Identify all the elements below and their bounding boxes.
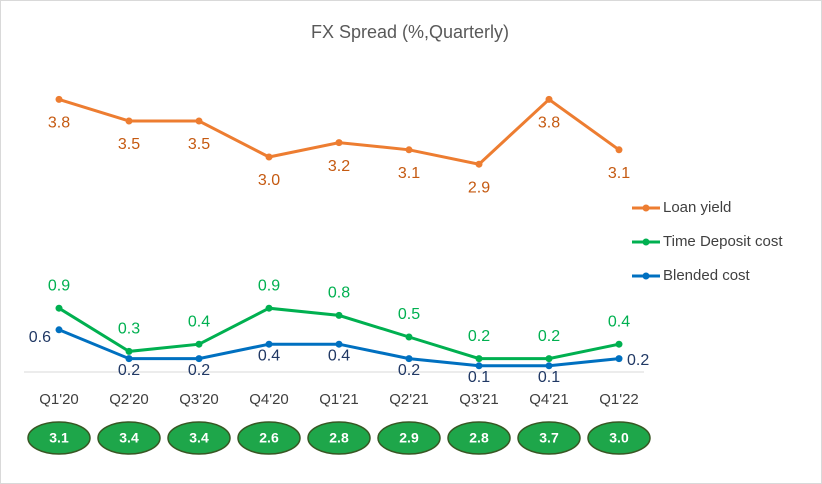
data-label: 0.2 — [398, 362, 420, 379]
x-tick-label: Q3'20 — [179, 391, 219, 408]
data-point — [55, 95, 63, 103]
data-label: 0.2 — [118, 362, 140, 379]
data-point — [195, 340, 203, 348]
spread-oval — [377, 421, 441, 455]
spread-oval — [97, 421, 161, 455]
spread-label: 2.8 — [469, 430, 489, 446]
spread-oval — [237, 421, 301, 455]
data-point — [265, 304, 273, 312]
legend-label: Blended cost — [663, 267, 751, 284]
data-point — [265, 153, 273, 161]
data-label: 3.8 — [48, 115, 70, 132]
data-label: 0.4 — [328, 347, 350, 364]
data-point — [125, 355, 133, 363]
data-point — [475, 160, 483, 168]
data-label: 0.2 — [188, 362, 210, 379]
legend-marker — [642, 238, 650, 246]
x-tick-label: Q3'21 — [459, 391, 499, 408]
data-label: 0.8 — [328, 285, 350, 302]
data-label: 0.2 — [468, 328, 490, 345]
x-tick-label: Q2'21 — [389, 391, 429, 408]
x-tick-label: Q1'22 — [599, 391, 639, 408]
data-point — [195, 355, 203, 363]
spread-label: 3.4 — [119, 430, 139, 446]
spread-oval — [167, 421, 231, 455]
x-tick-label: Q4'21 — [529, 391, 569, 408]
data-label: 0.1 — [538, 369, 560, 386]
data-label: 0.2 — [627, 352, 649, 369]
data-point — [545, 95, 553, 103]
legend-marker — [642, 272, 650, 280]
data-point — [615, 146, 623, 154]
legend-label: Loan yield — [663, 199, 731, 216]
data-label: 0.9 — [258, 277, 280, 294]
data-point — [335, 340, 343, 348]
data-point — [615, 340, 623, 348]
data-label: 3.5 — [188, 136, 210, 153]
data-point — [405, 355, 413, 363]
data-point — [615, 355, 623, 363]
spread-label: 2.8 — [329, 430, 349, 446]
data-label: 0.3 — [118, 321, 140, 338]
legend-marker — [642, 204, 650, 212]
data-label: 0.1 — [468, 369, 490, 386]
chart-title: FX Spread (%,Quarterly) — [311, 22, 509, 42]
spread-oval — [447, 421, 511, 455]
data-label: 3.2 — [328, 158, 350, 175]
data-label: 0.9 — [48, 277, 70, 294]
spread-oval — [587, 421, 651, 455]
data-point — [405, 333, 413, 341]
spread-label: 3.7 — [539, 430, 559, 446]
data-point — [125, 347, 133, 355]
x-tick-label: Q1'21 — [319, 391, 359, 408]
spread-label: 2.6 — [259, 430, 279, 446]
data-label: 0.6 — [29, 329, 51, 346]
data-label: 3.5 — [118, 136, 140, 153]
spread-label: 2.9 — [399, 430, 419, 446]
data-label: 3.0 — [258, 172, 280, 189]
x-tick-label: Q4'20 — [249, 391, 289, 408]
data-point — [265, 340, 273, 348]
spread-label: 3.4 — [189, 430, 209, 446]
data-point — [545, 355, 553, 363]
data-point — [55, 304, 63, 312]
spread-label: 3.0 — [609, 430, 629, 446]
data-label: 0.4 — [258, 347, 280, 364]
x-tick-label: Q1'20 — [39, 391, 79, 408]
data-label: 3.1 — [608, 165, 630, 182]
data-point — [405, 146, 413, 154]
legend-label: Time Deposit cost — [663, 233, 783, 250]
spread-label: 3.1 — [49, 430, 69, 446]
data-point — [475, 362, 483, 370]
data-label: 2.9 — [468, 179, 490, 196]
data-label: 0.4 — [188, 313, 210, 330]
data-point — [55, 326, 63, 334]
data-label: 0.2 — [538, 328, 560, 345]
data-point — [545, 362, 553, 370]
data-point — [125, 117, 133, 125]
spread-oval — [27, 421, 91, 455]
data-point — [335, 311, 343, 319]
spread-oval — [517, 421, 581, 455]
data-point — [475, 355, 483, 363]
spread-oval — [307, 421, 371, 455]
data-point — [195, 117, 203, 125]
x-tick-label: Q2'20 — [109, 391, 149, 408]
data-label: 0.5 — [398, 306, 420, 323]
data-label: 3.1 — [398, 165, 420, 182]
data-point — [335, 139, 343, 147]
data-label: 3.8 — [538, 115, 560, 132]
data-label: 0.4 — [608, 313, 630, 330]
